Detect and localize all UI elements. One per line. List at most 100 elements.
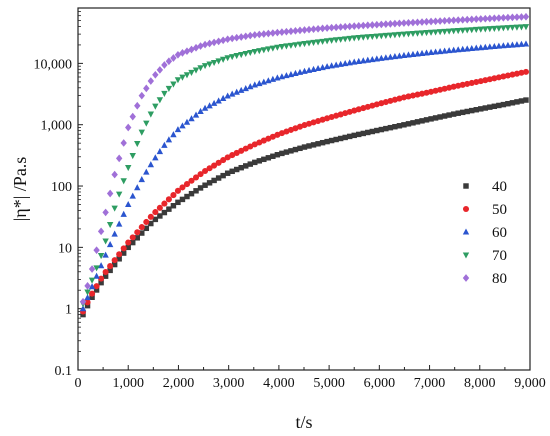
data-point [102,268,109,276]
data-point [441,113,448,119]
data-point [396,52,403,59]
data-point [197,107,204,115]
data-point [179,49,186,57]
data-point [328,62,335,69]
data-point [134,229,141,236]
data-point [346,35,353,42]
data-point [409,30,417,38]
data-point [233,53,240,60]
data-point [468,44,475,52]
data-point [455,82,462,89]
data-point [188,190,195,197]
y-tick-label: 0.1 [55,364,73,379]
data-point [247,49,254,57]
data-point [360,130,366,137]
data-point [120,250,127,256]
data-point [454,46,462,53]
data-point [346,22,353,31]
data-point [355,22,362,30]
data-point [111,261,118,268]
data-point [450,16,457,25]
data-point [491,14,498,23]
data-point [405,31,412,38]
data-point [170,54,177,62]
data-point [138,224,145,231]
data-point [152,103,159,110]
data-point [369,33,376,41]
data-point [269,29,277,37]
data-point [410,120,416,126]
x-tick-label: 9,000 [514,376,546,391]
data-point [156,97,164,104]
data-point [509,24,516,31]
data-point [134,184,141,191]
data-point [174,187,181,194]
x-tick-label: 0 [75,376,82,391]
data-point [174,50,182,59]
data-point [522,12,530,21]
data-point [500,42,507,49]
data-point [161,209,168,216]
data-point [405,18,412,27]
data-point [500,13,507,22]
data-point [111,230,118,237]
data-point [486,43,494,50]
data-point [405,51,412,58]
data-point [396,31,403,39]
data-point [477,44,484,51]
data-point [193,188,199,194]
data-point [183,72,191,79]
data-point [107,267,113,274]
data-point [179,74,186,81]
y-axis-title: |η*| /Pa.s [10,157,30,222]
data-point [486,14,494,23]
data-point [310,65,317,72]
data-point [274,152,281,158]
data-point [220,172,226,179]
data-point [278,28,286,36]
data-point [450,28,457,35]
data-point [323,24,331,32]
data-point [351,22,358,30]
data-point [84,299,91,306]
data-point [409,50,417,57]
data-point [98,275,105,282]
data-point [305,66,313,73]
x-tick-label: 5,000 [313,376,345,391]
data-point [332,61,340,68]
data-point [202,167,209,175]
data-point [175,199,181,206]
data-point [287,42,295,49]
data-point [432,48,439,55]
data-point [156,148,164,155]
data-point [233,149,240,156]
data-point [134,235,140,241]
data-point [423,30,430,37]
data-point [423,17,430,26]
series-80 [79,12,530,306]
data-point [301,41,308,48]
data-point [170,81,177,88]
data-point [247,31,254,40]
data-point [360,21,367,30]
data-point [292,26,299,35]
data-point [220,157,227,164]
data-point [296,26,304,35]
data-point [292,69,299,77]
data-point [319,139,326,146]
data-point [382,54,390,61]
data-point [138,176,145,183]
data-point [522,40,530,47]
data-point [120,178,127,185]
series-layer [79,12,530,318]
data-point [228,90,236,97]
data-point [427,17,435,26]
data-point [174,77,182,84]
data-point [337,23,344,31]
data-point [143,218,150,226]
data-point [391,19,399,28]
data-point [478,106,484,112]
data-point [170,203,177,209]
data-point [125,165,132,172]
data-point [283,27,290,36]
